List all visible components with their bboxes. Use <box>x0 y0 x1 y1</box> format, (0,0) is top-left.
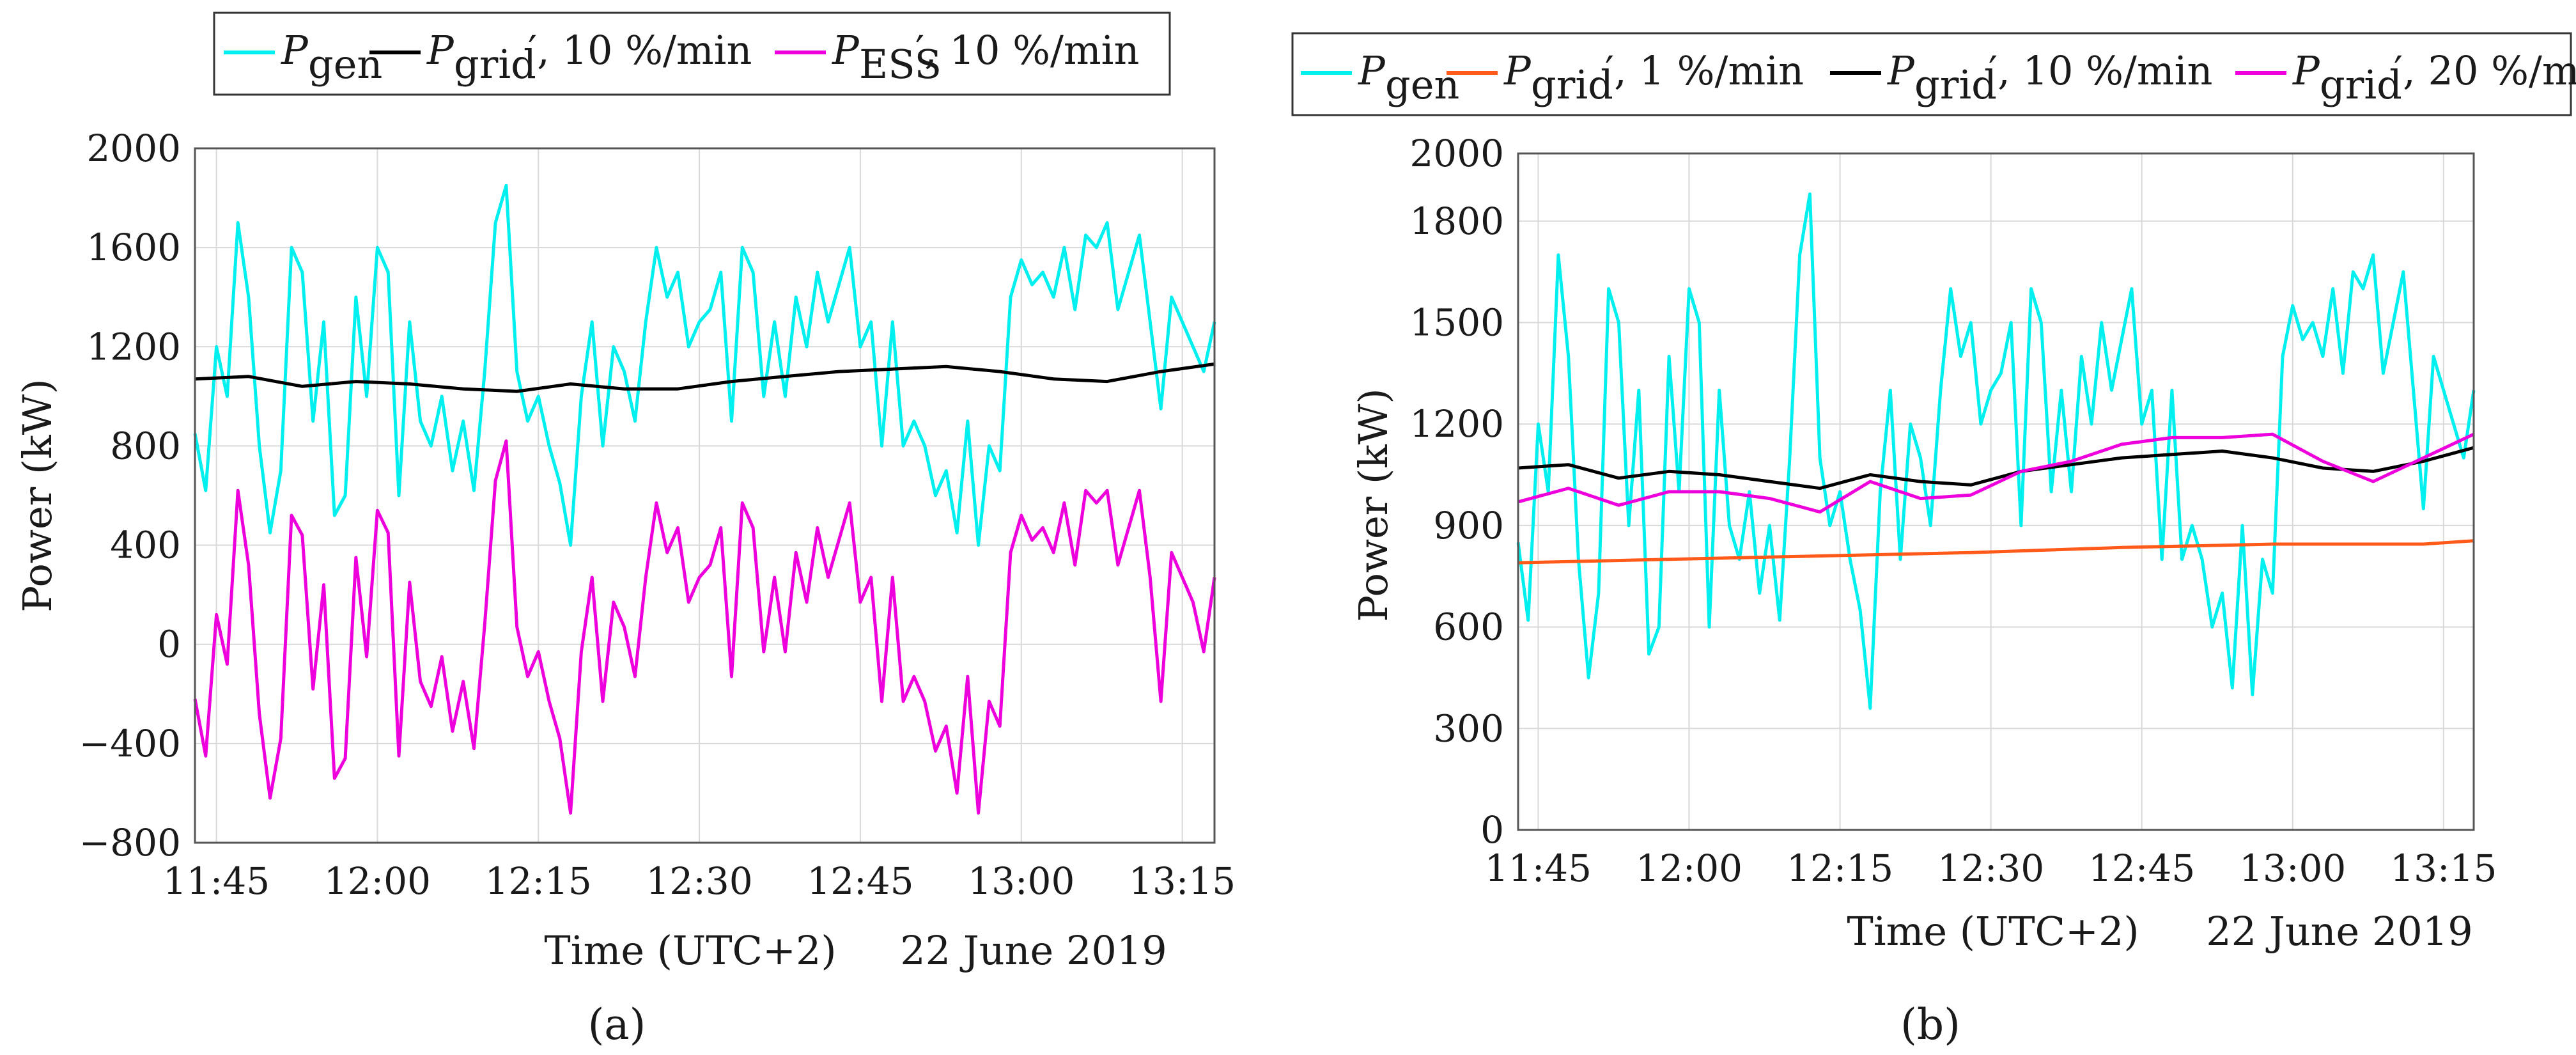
y-tick-label: −400 <box>79 722 181 765</box>
y-ticks-b: 2000 1800 1500 1200 900 600 300 0 <box>1409 132 1504 852</box>
x-tick-label: 12:00 <box>1636 847 1742 890</box>
x-tick-label: 12:30 <box>1937 847 2044 890</box>
x-tick-label: 12:00 <box>324 859 431 903</box>
y-tick-label: 300 <box>1433 707 1504 750</box>
series-line-3 <box>1517 446 2474 490</box>
legend-subscript: grid <box>1531 61 1613 108</box>
x-tick-label: 11:45 <box>163 859 270 903</box>
x-tick-label: 12:45 <box>2088 847 2195 890</box>
legend-subscript: grid <box>1914 61 1997 108</box>
legend-suffix: ′, 1 %/min <box>1605 47 1804 94</box>
series-line-2 <box>194 362 1215 393</box>
y-tick-label: 600 <box>1433 606 1504 649</box>
x-tick-label: 12:45 <box>807 859 913 903</box>
legend-symbol: P <box>2292 47 2320 94</box>
y-tick-label: 1200 <box>1409 402 1504 446</box>
legend-suffix: ′, 10 %/min <box>1989 47 2212 94</box>
y-tick-label: 900 <box>1433 504 1504 547</box>
legend-subscript: gen <box>308 41 382 88</box>
x-axis-label-b: Time (UTC+2) <box>1847 908 2139 955</box>
series-line-3 <box>193 439 1216 815</box>
x-ticks-b: 11:45 12:00 12:15 12:30 12:45 13:00 13:15 <box>1485 847 2497 890</box>
y-axis-label-a: Power (kW) <box>14 379 61 612</box>
plot-frame-a <box>194 147 1216 844</box>
y-tick-label: 800 <box>110 424 181 467</box>
x-tick-label: 13:00 <box>2239 847 2346 890</box>
y-tick-label: 0 <box>157 623 181 666</box>
x-tick-label: 11:45 <box>1485 847 1592 890</box>
panel-label-b: (b) <box>1900 1000 1960 1049</box>
legend-subscript: ESS <box>859 41 942 88</box>
y-tick-label: 2000 <box>86 127 181 170</box>
legend-symbol: P <box>1887 47 1915 94</box>
x-axis-date-b: 22 June 2019 <box>2206 908 2473 955</box>
x-tick-label: 13:15 <box>1129 859 1236 903</box>
x-tick-label: 12:30 <box>646 859 753 903</box>
legend-subscript: grid <box>454 41 536 88</box>
series-line-1 <box>1516 192 2476 710</box>
legend-suffix: ′, 10 %/min <box>528 27 752 74</box>
y-ticks-a: 2000 1600 1200 800 400 0 −400 −800 <box>79 127 181 864</box>
y-tick-label: 1200 <box>86 325 181 368</box>
y-tick-label: 0 <box>1480 808 1504 852</box>
legend-box-b <box>1291 32 2572 116</box>
x-axis-label-a: Time (UTC+2) <box>544 927 836 974</box>
legend-symbol: P <box>426 27 454 74</box>
series-line-1 <box>193 184 1216 547</box>
y-tick-label: 400 <box>110 524 181 567</box>
x-tick-label: 13:00 <box>968 859 1075 903</box>
x-tick-label: 13:15 <box>2390 847 2497 890</box>
x-axis-date-a: 22 June 2019 <box>900 927 1167 974</box>
plot-frame-b <box>1517 152 2475 831</box>
series-group-a <box>193 184 1216 815</box>
legend-suffix: ′, 10 %/min <box>915 27 1139 74</box>
panel-label-a: (a) <box>588 1000 646 1049</box>
y-tick-label: 1500 <box>1409 301 1504 345</box>
legend-subscript: gen <box>1385 61 1459 108</box>
x-tick-label: 12:15 <box>1787 847 1893 890</box>
series-group-b <box>1516 192 2476 710</box>
legend-entry-3: P ESS′, 10 %/min <box>775 27 1139 88</box>
y-tick-label: 2000 <box>1409 132 1504 175</box>
legend-suffix: ′, 20 %/min <box>2394 47 2576 94</box>
legend-symbol: P <box>281 27 309 74</box>
legend-symbol: P <box>832 27 860 74</box>
x-ticks-a: 11:45 12:00 12:15 12:30 12:45 13:00 13:15 <box>163 859 1236 903</box>
series-line-4 <box>1517 432 2475 514</box>
legend-symbol: P <box>1503 47 1532 94</box>
y-tick-label: −800 <box>79 821 181 864</box>
x-tick-label: 12:15 <box>485 859 592 903</box>
y-tick-label: 1600 <box>86 226 181 269</box>
legend-symbol: P <box>1358 47 1386 94</box>
y-axis-label-b: Power (kW) <box>1350 388 1397 621</box>
y-tick-label: 1800 <box>1409 199 1504 243</box>
series-line-2 <box>1517 539 2474 565</box>
legend-subscript: grid <box>2320 61 2402 108</box>
grid-b <box>1518 153 2474 831</box>
